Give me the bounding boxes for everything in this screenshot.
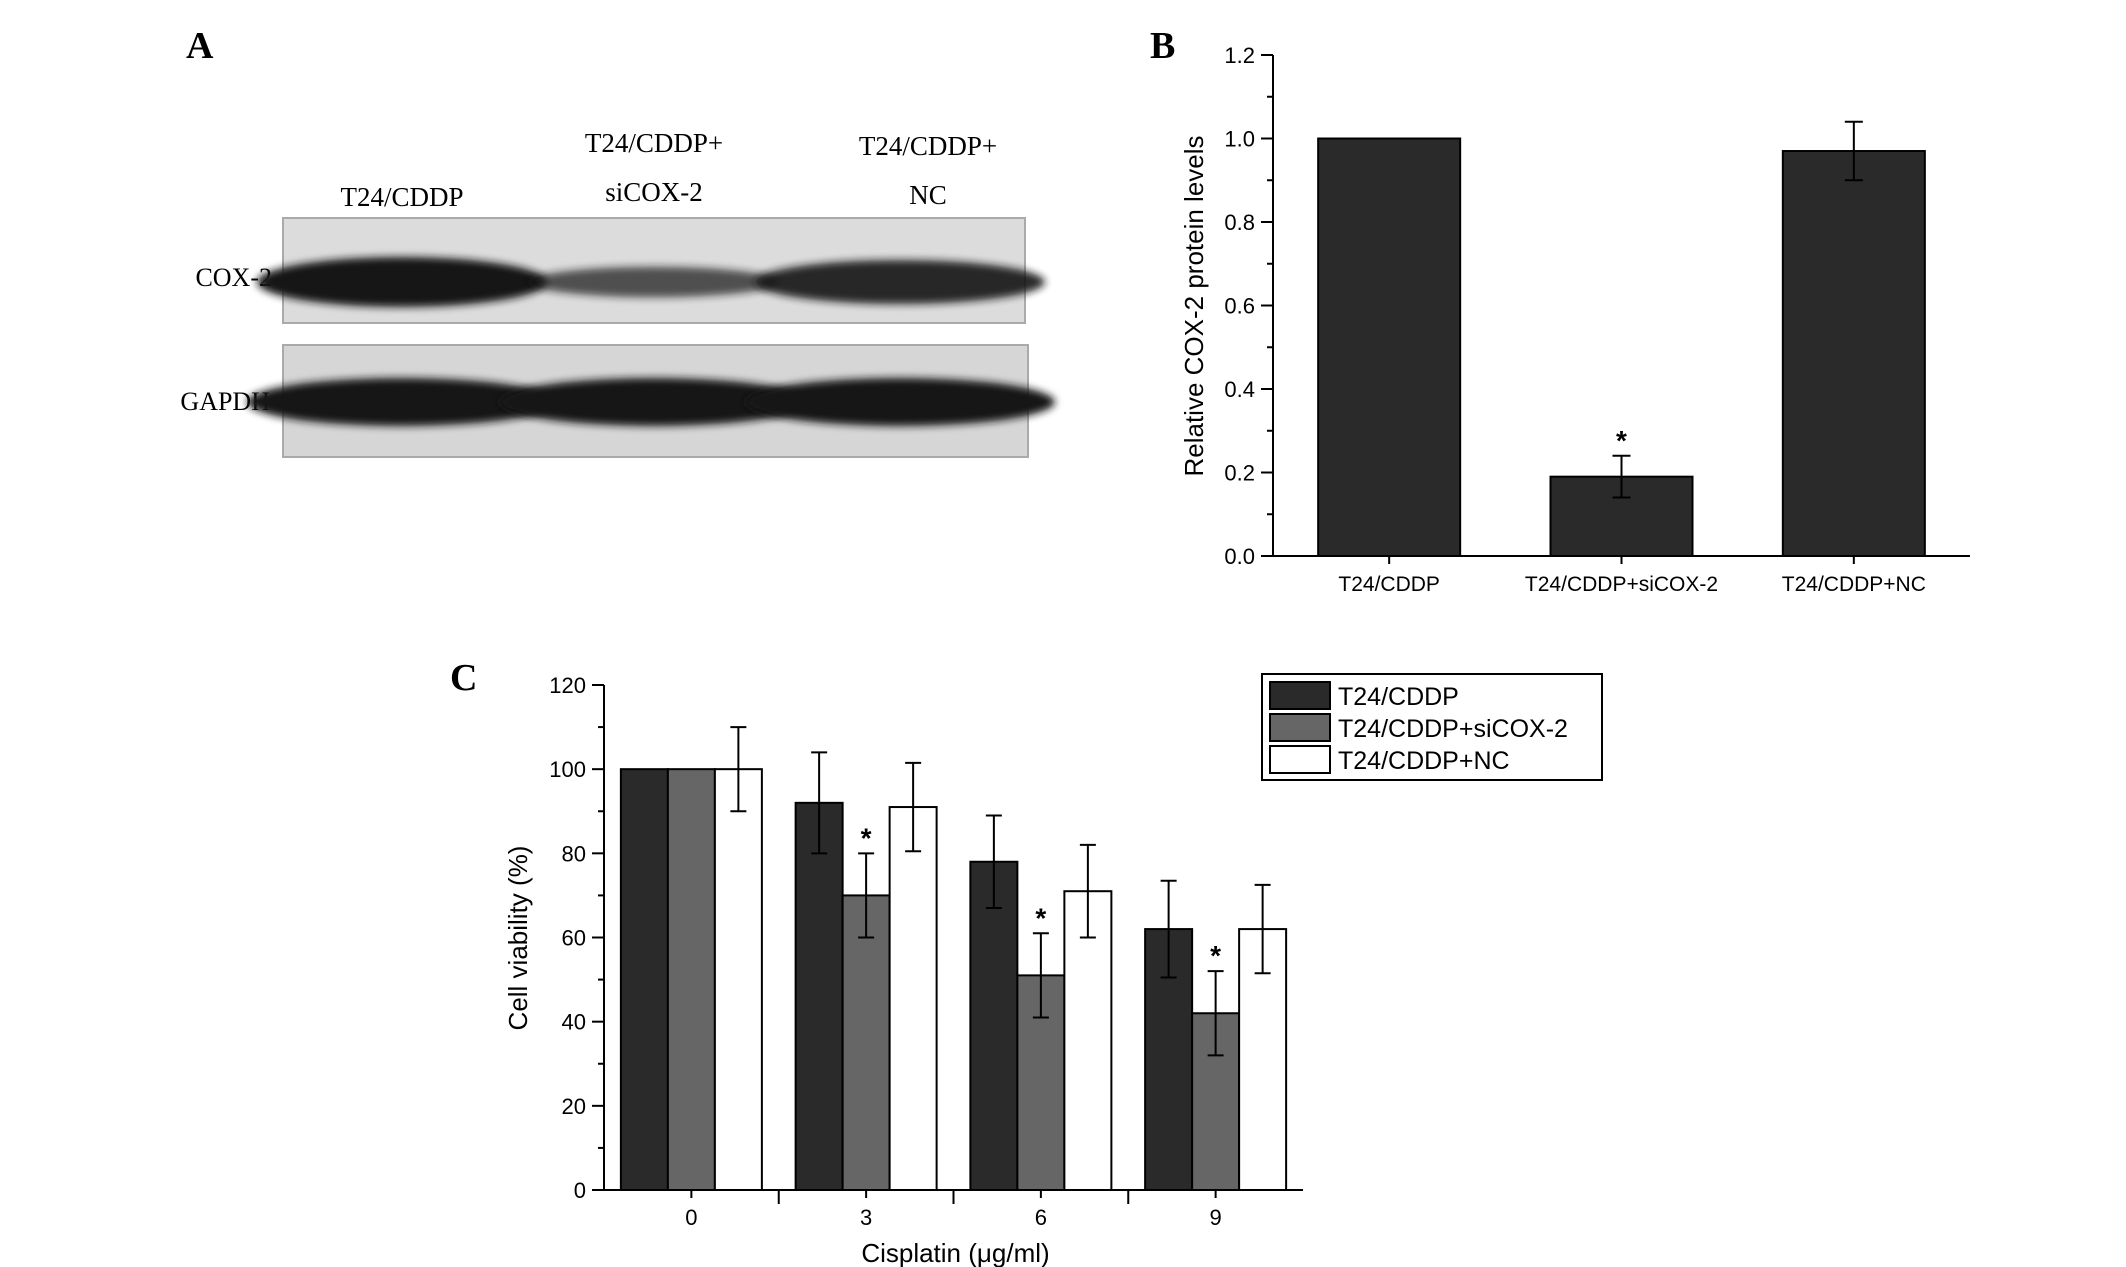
chart-c-legend-swatch — [1269, 713, 1331, 742]
chart-c-legend-label: T24/CDDP — [1338, 683, 1459, 711]
chart-c-bar — [713, 768, 763, 1192]
chart-b-ytick-label: 0.8 — [1224, 210, 1255, 235]
chart-b-significance-mark: * — [1616, 425, 1627, 456]
blot-band-gapdh-lane-3 — [745, 378, 1055, 426]
chart-c-significance-mark: * — [861, 822, 872, 853]
chart-c-legend-label: T24/CDDP+NC — [1338, 747, 1510, 775]
chart-c-significance-mark: * — [1035, 902, 1046, 933]
chart-c-bar — [888, 806, 938, 1192]
chart-b-ylabel: Relative COX-2 protein levels — [1179, 135, 1209, 476]
chart-b-ytick-label: 0.6 — [1224, 294, 1255, 319]
chart-b-ytick-label: 0.2 — [1224, 461, 1255, 486]
blot-lane-1-label-line1: T24/CDDP — [340, 182, 463, 212]
chart-c-significance-mark: * — [1210, 940, 1221, 971]
blot-band-gapdh-lane-1 — [247, 378, 557, 426]
chart-c-bar — [841, 894, 891, 1192]
chart-c-xtick-label: 6 — [1035, 1205, 1047, 1230]
chart-c-ytick-label: 100 — [549, 757, 586, 782]
chart-b-bar — [1781, 150, 1926, 557]
chart-c-ytick-label: 60 — [562, 926, 586, 951]
western-blot: T24/CDDP T24/CDDP+ siCOX-2 T24/CDDP+ NC … — [180, 128, 1055, 458]
chart-b-bar — [1317, 137, 1462, 557]
blot-band-cox2-lane-2 — [529, 266, 779, 298]
chart-c-xtick-label: 9 — [1210, 1205, 1222, 1230]
chart-c-ytick-label: 120 — [549, 673, 586, 698]
chart-c-ytick-label: 20 — [562, 1094, 586, 1119]
panel-label-c: C — [450, 657, 477, 699]
chart-b-ytick-label: 1.0 — [1224, 127, 1255, 152]
blot-band-cox2-lane-3 — [755, 260, 1045, 304]
chart-c-bar — [969, 860, 1019, 1191]
blot-lane-2-label-line1: T24/CDDP+ — [585, 128, 723, 158]
chart-c-bar — [794, 801, 844, 1191]
blot-row-cox2-label: COX-2 — [195, 263, 272, 292]
blot-lane-3-label-line1: T24/CDDP+ — [859, 131, 997, 161]
chart-b-ytick-label: 0.0 — [1224, 544, 1255, 569]
chart-c-legend-swatch — [1269, 745, 1331, 774]
chart-b-xtick-label: T24/CDDP+siCOX-2 — [1525, 573, 1718, 596]
chart-c-xtick-label: 0 — [685, 1205, 697, 1230]
blot-lane-3-label-line2: NC — [909, 180, 947, 210]
blot-lane-2-label-line2: siCOX-2 — [605, 177, 703, 207]
blot-band-cox2-lane-1 — [257, 257, 547, 307]
chart-b-ytick-label: 0.4 — [1224, 377, 1255, 402]
chart-c-bar — [619, 768, 669, 1192]
chart-c-bar — [1063, 890, 1113, 1191]
panel-label-b: B — [1150, 25, 1175, 67]
panel-label-a: A — [186, 25, 214, 67]
chart-b: 0.0 0.2 0.4 0.6 0.8 1.0 1.2 Relative COX-2 prot… — [1179, 43, 1970, 596]
chart-c-ytick-label: 80 — [562, 841, 586, 866]
chart-b-ytick-label: 1.2 — [1224, 43, 1255, 68]
chart-c-ytick-label: 0 — [574, 1178, 586, 1203]
chart-c-legend-label: T24/CDDP+siCOX-2 — [1338, 715, 1568, 743]
blot-band-gapdh-lane-2 — [499, 378, 809, 426]
chart-c-ylabel: Cell viability (%) — [503, 846, 533, 1031]
chart-c-xtick-label: 3 — [860, 1205, 872, 1230]
chart-c-ytick-label: 40 — [562, 1010, 586, 1035]
chart-c-xlabel: Cisplatin (μg/ml) — [861, 1238, 1049, 1267]
chart-b-xtick-label: T24/CDDP — [1338, 573, 1440, 596]
chart-b-xtick-label: T24/CDDP+NC — [1782, 573, 1926, 596]
chart-c-legend-swatch — [1269, 681, 1331, 710]
chart-c-bar — [666, 768, 716, 1192]
